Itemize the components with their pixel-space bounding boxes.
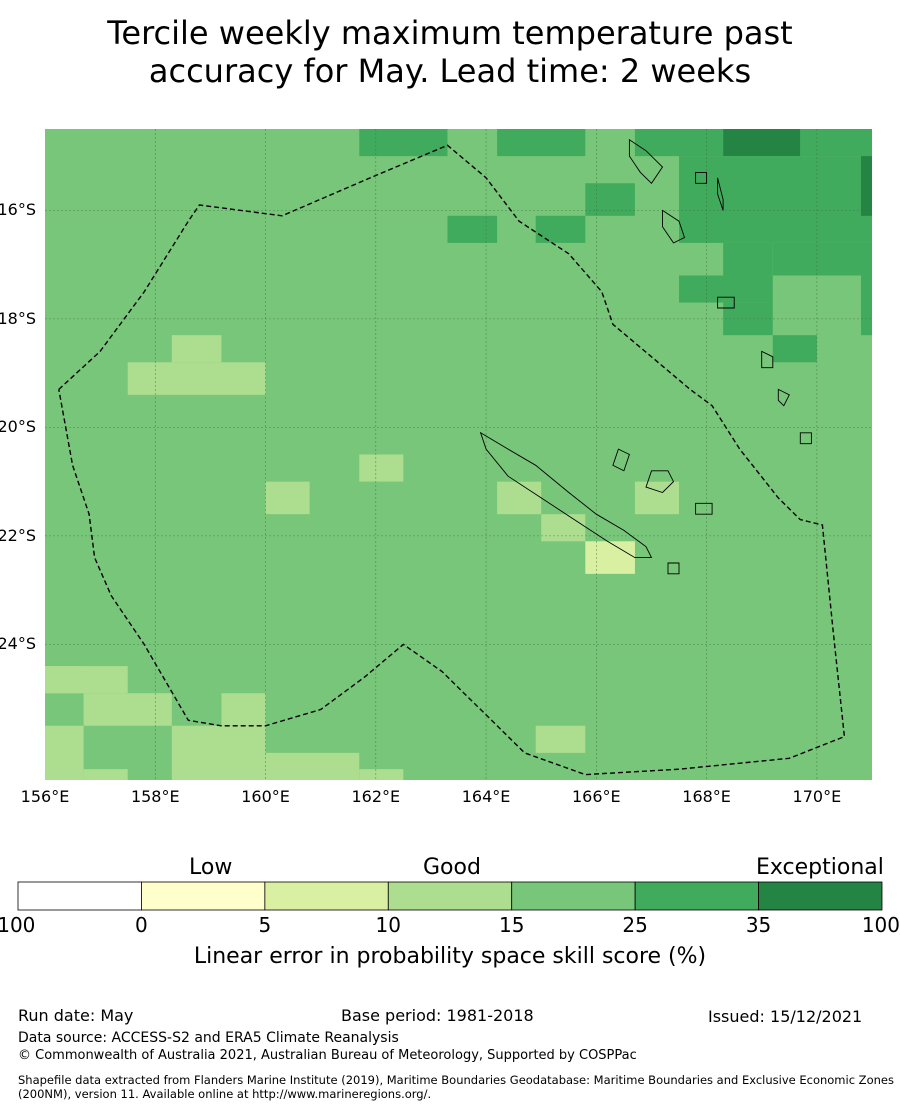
- title-line-1: Tercile weekly maximum temperature past: [107, 14, 793, 52]
- latitude-tick-label: 18°S: [0, 308, 36, 328]
- colorbar-tick-label: -100: [0, 913, 36, 937]
- colorbar-category-good: Good: [423, 855, 481, 880]
- colorbar-category-exceptional: Exceptional: [756, 855, 884, 880]
- skill-cell: [772, 242, 872, 276]
- skill-cell: [723, 242, 773, 276]
- colorbar-category-low: Low: [189, 855, 233, 880]
- skill-cell: [447, 215, 498, 243]
- skill-cell: [723, 129, 801, 157]
- skill-map: [45, 129, 872, 780]
- colorbar-tick-label: 35: [745, 913, 772, 937]
- latitude-tick-label: 24°S: [0, 634, 36, 654]
- skill-cell: [359, 769, 404, 780]
- colorbar-segment: [141, 881, 266, 911]
- island-new-caledonia: [479, 431, 653, 559]
- island-mare: [695, 502, 713, 515]
- island-malekula: [662, 209, 686, 244]
- longitude-tick-label: 166°E: [572, 787, 621, 806]
- island-ouvea: [612, 448, 630, 472]
- colorbar-segment: [634, 881, 759, 911]
- latitude-tick-label: 22°S: [0, 525, 36, 545]
- skill-cell: [679, 275, 773, 303]
- colorbar-tick-label: 10: [375, 913, 401, 937]
- colorbar-segment: [387, 881, 513, 911]
- latitude-tick-label: 16°S: [0, 200, 36, 220]
- run-date: Run date: May: [18, 1006, 134, 1025]
- data-source: Data source: ACCESS-S2 and ERA5 Climate …: [18, 1030, 399, 1046]
- skill-cell: [585, 541, 635, 574]
- colorbar: [17, 881, 883, 911]
- skill-cell: [800, 129, 872, 157]
- copyright: © Commonwealth of Australia 2021, Austra…: [18, 1048, 637, 1063]
- skill-cell: [860, 156, 872, 216]
- skill-cell: [535, 215, 586, 243]
- colorbar-segment: [17, 881, 142, 911]
- skill-cell: [171, 335, 222, 363]
- island-pentecost: [717, 177, 724, 211]
- island-lifou: [645, 470, 675, 494]
- island-efate: [717, 296, 735, 309]
- colorbar-tick-label: 15: [498, 913, 525, 937]
- longitude-tick-label: 158°E: [130, 787, 180, 806]
- island-isle-of-pines: [667, 562, 680, 575]
- island-aneityum: [799, 432, 812, 445]
- island-espiritu-santo: [628, 138, 664, 184]
- skill-cell: [265, 481, 310, 515]
- skill-cell: [265, 752, 360, 780]
- skill-cell: [83, 769, 128, 780]
- longitude-tick-label: 162°E: [351, 787, 401, 806]
- colorbar-label: Linear error in probability space skill …: [193, 944, 707, 969]
- skill-cell: [497, 481, 542, 515]
- shapefile-credit: Shapefile data extracted from Flanders M…: [18, 1073, 894, 1101]
- skill-cell: [45, 725, 84, 780]
- page-title: Tercile weekly maximum temperature past …: [0, 14, 900, 90]
- skill-cell: [83, 693, 172, 726]
- skill-cell: [535, 725, 586, 753]
- island-erromango: [761, 350, 774, 369]
- longitude-tick-label: 170°E: [792, 787, 842, 806]
- island-tanna: [777, 388, 790, 407]
- latitude-tick-label: 20°S: [0, 417, 36, 437]
- colorbar-tick-label: 5: [258, 913, 272, 937]
- colorbar-tick-label: 25: [622, 913, 648, 937]
- skill-cell: [127, 362, 266, 395]
- colorbar-segment: [264, 881, 389, 911]
- base-period: Base period: 1981-2018: [341, 1006, 534, 1025]
- longitude-tick-label: 164°E: [461, 787, 511, 806]
- skill-cell: [497, 129, 586, 157]
- colorbar-tick-label: 100: [861, 913, 900, 937]
- skill-cell: [171, 725, 266, 780]
- colorbar-segment: [758, 881, 883, 911]
- longitude-tick-label: 168°E: [682, 787, 731, 806]
- colorbar-segment: [511, 881, 636, 911]
- skill-cell: [634, 129, 724, 157]
- skill-cell: [221, 693, 266, 726]
- longitude-tick-label: 156°E: [20, 787, 70, 806]
- island-ambae: [695, 171, 708, 184]
- colorbar-tick-label: 0: [135, 913, 148, 937]
- eez-boundary: [58, 144, 846, 776]
- skill-cell: [359, 454, 404, 482]
- skill-cell: [772, 335, 817, 363]
- issued-date: Issued: 15/12/2021: [708, 1007, 863, 1026]
- skill-cell: [634, 481, 680, 515]
- skill-cell: [541, 514, 586, 542]
- title-line-2: accuracy for May. Lead time: 2 weeks: [148, 52, 752, 90]
- skill-cell: [679, 156, 872, 243]
- skill-cell: [45, 666, 84, 694]
- skill-cell: [860, 275, 872, 336]
- longitude-tick-label: 160°E: [241, 787, 290, 806]
